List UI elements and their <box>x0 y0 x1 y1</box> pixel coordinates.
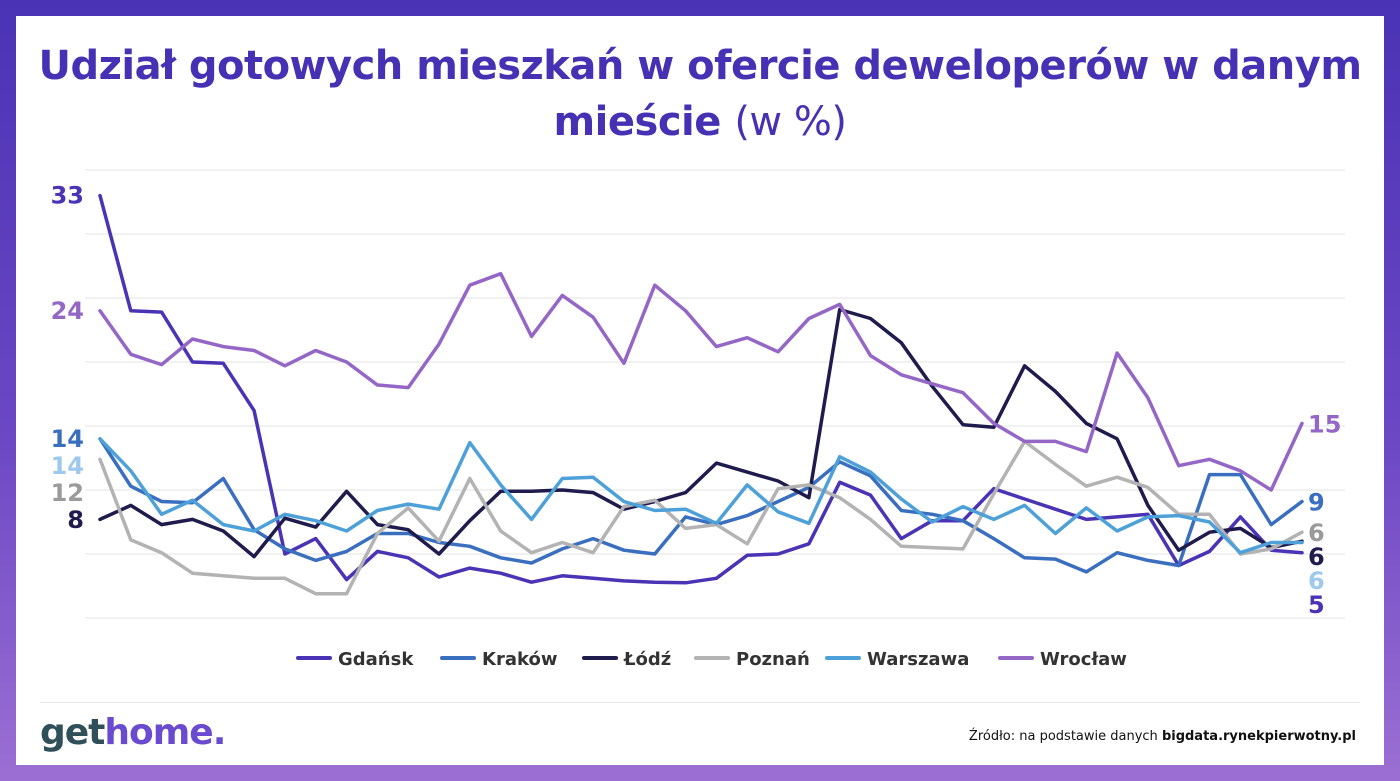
source-note: Źródło: na podstawie danych bigdata.ryne… <box>969 729 1356 744</box>
end-value-label: 5 <box>1308 591 1325 619</box>
chart-title-unit: (w %) <box>734 99 847 145</box>
logo-part-home: home. <box>104 712 226 753</box>
legend-label-1: Kraków <box>482 649 557 670</box>
start-value-label: 14 <box>51 425 84 453</box>
legend-label-5: Wrocław <box>1040 649 1127 670</box>
footer-divider <box>40 702 1360 703</box>
legend-label-4: Warszawa <box>867 649 969 670</box>
series-line-1 <box>98 437 1304 574</box>
series-line-3 <box>98 439 1304 596</box>
end-value-label: 9 <box>1308 489 1325 517</box>
series-line-5 <box>98 271 1304 492</box>
chart-title-main: Udział gotowych mieszkań w ofercie dewel… <box>38 43 1362 145</box>
end-value-label: 6 <box>1308 543 1325 571</box>
start-value-label: 33 <box>51 182 84 210</box>
legend-label-3: Poznań <box>736 649 810 670</box>
source-prefix: Źródło: na podstawie danych <box>968 729 1158 744</box>
end-value-label: 15 <box>1308 410 1341 438</box>
chart-series-lines <box>98 193 1304 596</box>
series-line-2 <box>98 307 1304 559</box>
gethome-logo: gethome. <box>40 712 226 753</box>
start-value-label: 24 <box>51 297 84 325</box>
legend-label-0: Gdańsk <box>338 649 414 670</box>
chart-title: Udział gotowych mieszkań w ofercie dewel… <box>0 38 1400 150</box>
start-value-label: 14 <box>51 452 84 480</box>
series-line-4 <box>98 437 1304 555</box>
start-value-label: 8 <box>67 506 84 534</box>
end-value-label: 6 <box>1308 567 1325 595</box>
chart-legend: Gdańsk Kraków Łódź Poznań Warszawa Wrocław <box>296 649 1127 670</box>
end-value-label: 6 <box>1308 519 1325 547</box>
chart-card <box>16 16 1384 765</box>
chart-gridlines <box>85 169 1345 619</box>
logo-part-get: get <box>40 712 105 753</box>
source-site: bigdata.rynekpierwotny.pl <box>1161 729 1356 744</box>
start-value-label: 12 <box>51 479 84 507</box>
legend-label-2: Łódź <box>623 649 671 670</box>
